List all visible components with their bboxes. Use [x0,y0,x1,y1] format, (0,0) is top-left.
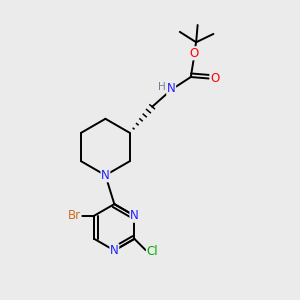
Text: Br: Br [68,209,81,222]
Text: N: N [101,169,110,182]
Text: O: O [210,72,219,85]
Text: O: O [190,47,199,60]
Text: N: N [110,244,119,257]
Text: N: N [130,209,139,222]
Text: H: H [158,82,166,92]
Text: N: N [167,82,176,95]
Text: Cl: Cl [146,245,158,258]
